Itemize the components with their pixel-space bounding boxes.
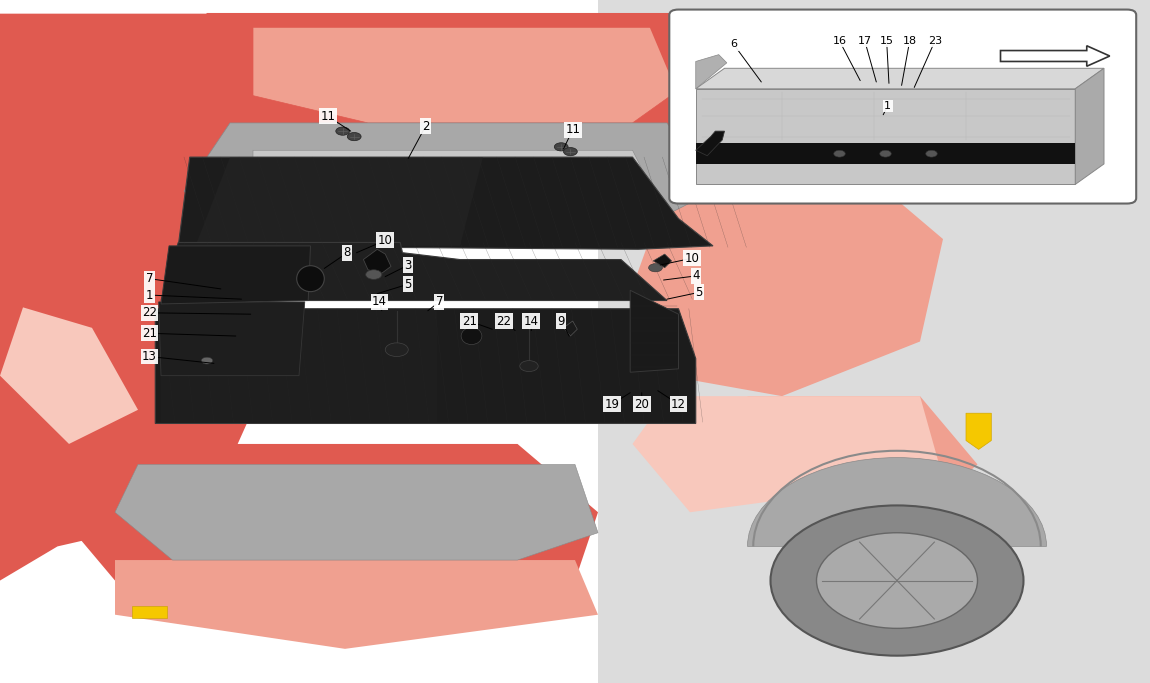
Circle shape	[554, 143, 568, 151]
Text: 23: 23	[928, 36, 942, 46]
Polygon shape	[0, 260, 253, 546]
Bar	[132, 606, 167, 618]
Text: 13: 13	[143, 350, 156, 363]
Polygon shape	[159, 302, 305, 376]
Polygon shape	[632, 396, 943, 512]
Polygon shape	[161, 309, 437, 422]
Polygon shape	[161, 242, 667, 301]
Polygon shape	[653, 254, 672, 268]
Circle shape	[880, 150, 891, 157]
Circle shape	[834, 150, 845, 157]
Polygon shape	[1075, 68, 1104, 184]
Polygon shape	[115, 464, 598, 560]
Text: 11: 11	[320, 109, 336, 123]
Polygon shape	[632, 171, 943, 396]
Text: 2: 2	[422, 120, 429, 133]
Polygon shape	[207, 14, 748, 150]
Ellipse shape	[461, 327, 482, 344]
Circle shape	[816, 533, 978, 628]
Ellipse shape	[297, 266, 324, 292]
Polygon shape	[0, 307, 138, 444]
Polygon shape	[161, 246, 310, 304]
Text: 16: 16	[833, 36, 846, 46]
Circle shape	[649, 264, 662, 272]
Circle shape	[366, 270, 382, 279]
Polygon shape	[748, 396, 978, 533]
Polygon shape	[196, 157, 483, 246]
Polygon shape	[155, 309, 696, 423]
Polygon shape	[0, 14, 253, 581]
Polygon shape	[644, 14, 782, 123]
Text: 22: 22	[141, 306, 158, 320]
Text: 15: 15	[880, 36, 894, 46]
Circle shape	[201, 357, 213, 364]
Text: 14: 14	[523, 314, 539, 328]
Polygon shape	[696, 143, 1075, 164]
Text: 14: 14	[371, 295, 388, 309]
Polygon shape	[58, 444, 598, 615]
Polygon shape	[1000, 46, 1110, 66]
Polygon shape	[696, 89, 1075, 184]
Polygon shape	[115, 560, 598, 649]
Polygon shape	[253, 27, 690, 123]
Circle shape	[564, 148, 577, 156]
Text: 1: 1	[884, 101, 891, 111]
Polygon shape	[696, 68, 1104, 89]
Polygon shape	[363, 249, 391, 273]
Text: 17: 17	[858, 36, 872, 46]
Circle shape	[347, 133, 361, 141]
Text: 7: 7	[436, 295, 443, 309]
Text: 5: 5	[405, 277, 412, 291]
Polygon shape	[598, 0, 1150, 683]
Polygon shape	[696, 55, 727, 89]
Text: 21: 21	[141, 326, 158, 340]
Text: 18: 18	[903, 36, 917, 46]
Text: 22: 22	[496, 314, 512, 328]
Text: 9: 9	[558, 314, 565, 328]
Text: 1: 1	[146, 288, 153, 302]
Polygon shape	[178, 157, 713, 249]
Polygon shape	[696, 131, 724, 156]
Circle shape	[336, 127, 350, 135]
Text: 4: 4	[692, 269, 699, 283]
Polygon shape	[184, 123, 713, 232]
Text: 20: 20	[635, 398, 649, 411]
Text: 10: 10	[378, 234, 392, 247]
Circle shape	[770, 505, 1024, 656]
Text: 19: 19	[604, 398, 620, 411]
FancyBboxPatch shape	[669, 10, 1136, 204]
Text: 7: 7	[146, 272, 153, 285]
Text: 3: 3	[405, 258, 412, 272]
Text: 11: 11	[565, 123, 581, 137]
Polygon shape	[564, 321, 577, 336]
Wedge shape	[748, 458, 1046, 546]
Polygon shape	[253, 150, 667, 219]
Polygon shape	[966, 413, 991, 449]
Text: 10: 10	[685, 251, 699, 265]
Text: 8: 8	[344, 246, 351, 260]
Circle shape	[385, 343, 408, 357]
Polygon shape	[630, 290, 678, 372]
Text: 21: 21	[461, 314, 477, 328]
Circle shape	[520, 361, 538, 372]
Text: 6: 6	[730, 40, 737, 49]
Circle shape	[926, 150, 937, 157]
Text: 12: 12	[670, 398, 687, 411]
Text: 5: 5	[696, 285, 703, 299]
